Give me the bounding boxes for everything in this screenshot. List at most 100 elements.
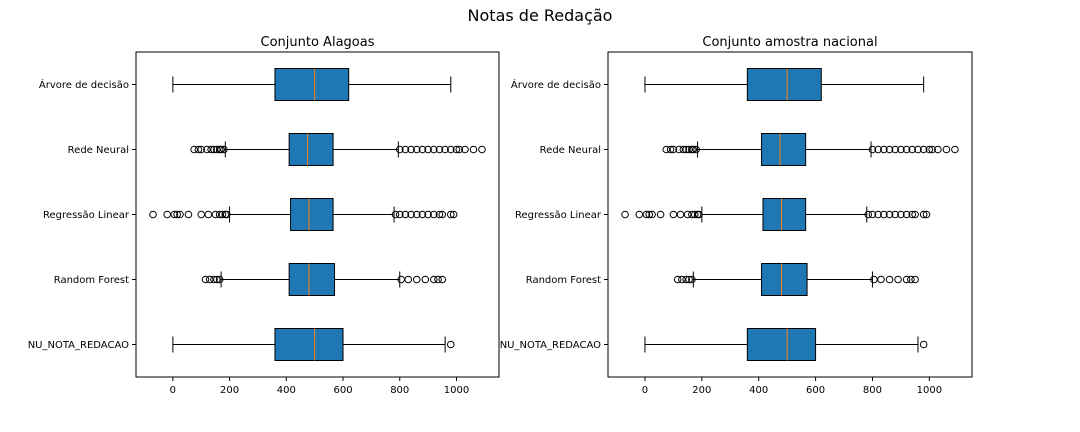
outlier-point xyxy=(424,145,432,154)
outlier-point xyxy=(688,275,696,284)
outlier-point xyxy=(197,210,206,219)
x-tick-label: 200 xyxy=(692,385,711,396)
axes-frame xyxy=(607,51,973,378)
outlier-point xyxy=(217,145,225,154)
outlier-point xyxy=(441,145,449,154)
outlier-point xyxy=(914,145,922,154)
outlier-point xyxy=(395,145,404,154)
outlier-point xyxy=(695,210,703,219)
outlier-point xyxy=(194,145,203,154)
outlier-point xyxy=(184,210,193,219)
outlier-point xyxy=(934,145,942,154)
y-tick-label: Random Forest xyxy=(54,275,129,286)
outlier-point xyxy=(424,210,432,219)
outlier-point xyxy=(685,145,693,154)
x-tick-label: 800 xyxy=(863,385,882,396)
box xyxy=(288,133,334,166)
outlier-point xyxy=(666,145,675,154)
outlier-point xyxy=(446,210,455,219)
y-tick-label: Árvore de decisão xyxy=(511,78,601,91)
outlier-point xyxy=(197,145,206,154)
outlier-point xyxy=(645,210,654,219)
x-tick-label: 600 xyxy=(333,385,352,396)
outlier-point xyxy=(163,210,171,219)
chart-panel-1: Conjunto Alagoas Árvore de decisão Rede Ne… xyxy=(28,35,500,396)
outlier-point xyxy=(907,275,915,284)
outlier-point xyxy=(864,210,873,219)
x-tick-label: 0 xyxy=(642,385,648,396)
y-tick-label: Árvore de decisão xyxy=(39,78,129,91)
outlier-point xyxy=(897,145,905,154)
outlier-point xyxy=(902,275,911,284)
outlier-point xyxy=(897,210,905,219)
outlier-point xyxy=(412,145,421,154)
outlier-point xyxy=(435,145,444,154)
outlier-point xyxy=(412,275,421,284)
outlier-point xyxy=(421,275,430,284)
outlier-point xyxy=(173,210,181,219)
outlier-point xyxy=(669,210,678,219)
outlier-point xyxy=(928,145,936,154)
outlier-point xyxy=(885,210,894,219)
outlier-point xyxy=(942,145,951,154)
outlier-point xyxy=(894,275,902,284)
outlier-point xyxy=(215,275,224,284)
outlier-point xyxy=(407,145,415,154)
outlier-point xyxy=(908,210,917,219)
box-group xyxy=(201,263,447,296)
outlier-point xyxy=(678,275,686,284)
box xyxy=(761,133,807,166)
outlier-point xyxy=(204,210,213,219)
box xyxy=(746,328,817,361)
outlier-point xyxy=(891,210,900,219)
outlier-point xyxy=(446,145,455,154)
chart-title: Conjunto Alagoas xyxy=(261,35,375,50)
outlier-point xyxy=(452,145,461,154)
outlier-point xyxy=(925,145,934,154)
x-tick-label: 800 xyxy=(390,385,409,396)
outlier-point xyxy=(412,210,421,219)
outlier-point xyxy=(683,210,692,219)
box xyxy=(274,68,350,101)
y-tick-label: Rede Neural xyxy=(540,145,601,156)
outlier-point xyxy=(874,210,882,219)
outlier-point xyxy=(690,210,699,219)
outlier-point xyxy=(222,210,231,219)
outlier-point xyxy=(880,145,888,154)
box-group xyxy=(190,133,486,166)
outlier-point xyxy=(648,210,656,219)
outlier-point xyxy=(885,275,894,284)
outlier-point xyxy=(210,275,218,284)
outlier-point xyxy=(868,145,877,154)
outlier-point xyxy=(874,145,882,154)
box-group xyxy=(149,198,458,231)
outlier-point xyxy=(213,275,221,284)
outlier-point xyxy=(170,210,179,219)
outlier-point xyxy=(919,340,928,349)
box xyxy=(274,328,344,361)
outlier-point xyxy=(434,275,442,284)
outlier-point xyxy=(922,210,931,219)
outlier-point xyxy=(908,145,917,154)
outlier-point xyxy=(951,145,959,154)
box-group xyxy=(673,263,919,296)
box-group xyxy=(644,328,928,361)
x-tick-label: 400 xyxy=(749,385,768,396)
outlier-point xyxy=(401,145,410,154)
outlier-point xyxy=(880,210,888,219)
outlier-point xyxy=(455,145,464,154)
axes-frame xyxy=(135,51,500,378)
outlier-point xyxy=(461,145,469,154)
outlier-point xyxy=(218,210,227,219)
outlier-point xyxy=(429,275,438,284)
y-tick-label: Regressão Linear xyxy=(515,210,602,221)
y-tick-label: NU_NOTA_REDACAO xyxy=(28,340,129,351)
chart-title: Conjunto amostra nacional xyxy=(702,35,877,50)
x-tick-label: 200 xyxy=(220,385,239,396)
outlier-point xyxy=(669,145,678,154)
box-group xyxy=(172,328,455,361)
outlier-point xyxy=(688,210,696,219)
outlier-point xyxy=(621,210,629,219)
outlier-point xyxy=(673,275,682,284)
